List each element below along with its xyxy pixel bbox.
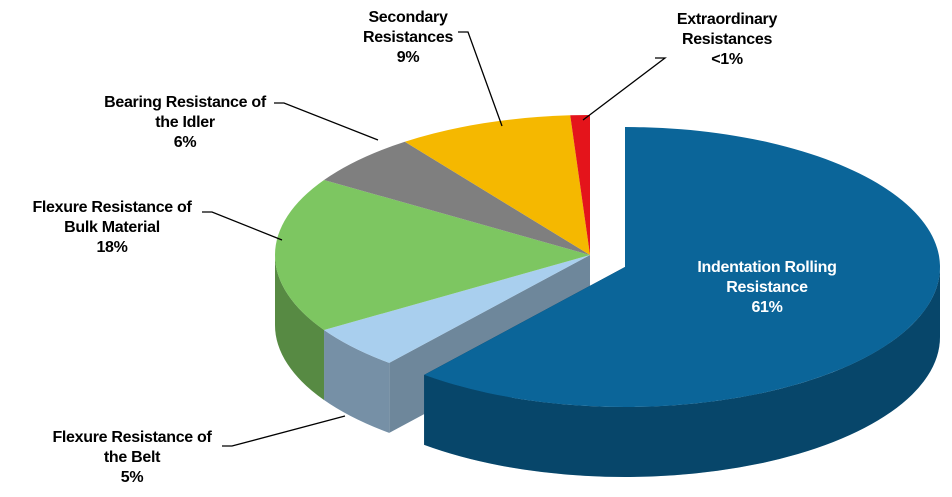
value-label: 5% xyxy=(120,469,144,486)
leader-line xyxy=(222,415,346,447)
value-label: 6% xyxy=(173,134,197,151)
value-label: 9% xyxy=(396,49,420,66)
category-label: Extraordinary Resistances xyxy=(676,11,778,48)
slice xyxy=(570,115,590,255)
leader-line xyxy=(458,31,503,127)
category-label: Flexure Resistance of the Belt xyxy=(52,429,212,466)
value-label: 18% xyxy=(96,239,128,256)
slice-side xyxy=(275,255,325,401)
category-label: Secondary Resistances xyxy=(362,9,454,46)
slice-side-shade xyxy=(424,267,941,477)
category-label: Flexure Resistance of Bulk Material xyxy=(32,199,192,236)
value-label: <1% xyxy=(711,51,743,68)
slice xyxy=(275,179,590,331)
slice xyxy=(324,255,590,363)
leader-line xyxy=(202,211,283,241)
slice-label: Flexure Resistance of Bulk Material 18% xyxy=(22,198,202,258)
slice-label: Secondary Resistances 9% xyxy=(351,8,466,68)
leader-line xyxy=(274,102,379,141)
slice-label: Flexure Resistance of the Belt 5% xyxy=(45,428,220,488)
category-label: Bearing Resistance of the Idler xyxy=(104,94,266,131)
slice xyxy=(424,127,941,407)
slice-side-shade xyxy=(324,330,390,433)
slice-label: Extraordinary Resistances <1% xyxy=(660,10,795,70)
slice-side xyxy=(424,267,941,477)
slice-label: Bearing Resistance of the Idler 6% xyxy=(93,93,278,153)
leader-line xyxy=(582,57,667,121)
value-label: 61% xyxy=(751,299,783,316)
slice xyxy=(324,141,590,255)
slice-side-shade xyxy=(275,255,325,401)
slice xyxy=(404,115,590,255)
category-label: Indentation Rolling Resistance xyxy=(697,259,837,296)
slice-side xyxy=(324,330,390,433)
slice-label: Indentation Rolling Resistance 61% xyxy=(672,258,862,318)
